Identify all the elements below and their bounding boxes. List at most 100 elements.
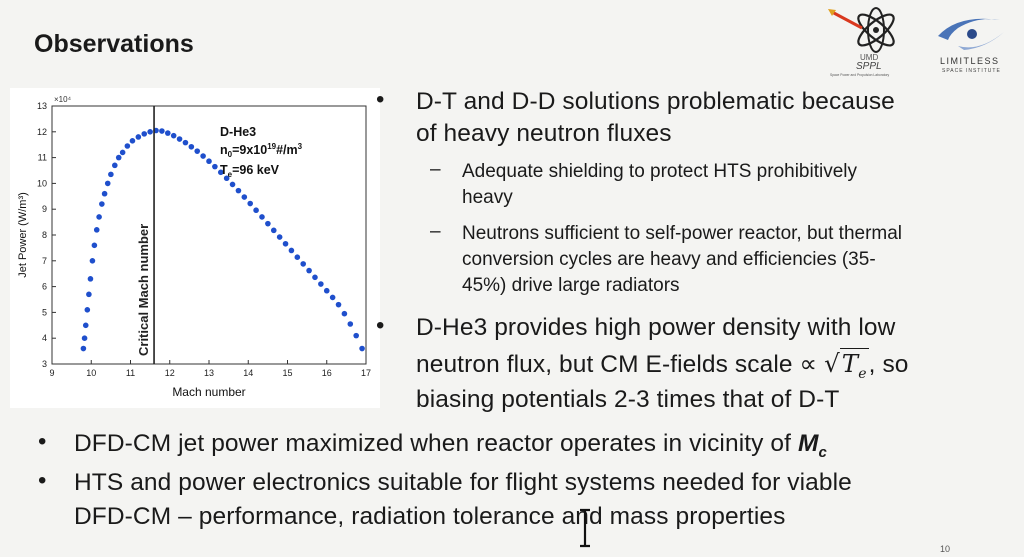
bullet-1-line1: D-T and D-D solutions problematic becaus… xyxy=(416,88,895,115)
data-point xyxy=(182,139,189,146)
y-tick-label: 10 xyxy=(37,178,47,188)
data-point xyxy=(253,207,259,214)
data-point xyxy=(241,194,248,200)
sqrt-te: √Te xyxy=(824,348,869,382)
atom-icon xyxy=(828,7,895,53)
sub-bullet-2-line2: conversion cycles are heavy and efficien… xyxy=(462,249,876,270)
data-point xyxy=(353,332,359,339)
bullet-2-line2: neutron flux, but CM E-fields scale ∝ √T… xyxy=(416,348,909,382)
data-point xyxy=(91,242,98,249)
lsi-line1: LIMITLESS xyxy=(940,56,1000,66)
x-tick-label: 16 xyxy=(322,368,332,378)
data-point xyxy=(223,175,230,182)
data-point xyxy=(212,163,218,170)
data-point xyxy=(247,200,254,207)
data-point xyxy=(87,276,94,282)
bullet-2-line1: D-He3 provides high power density with l… xyxy=(416,314,896,341)
bullet-marker: • xyxy=(38,467,47,494)
data-point xyxy=(288,247,295,254)
data-point xyxy=(347,321,354,327)
sub-bullet-marker: – xyxy=(430,159,441,180)
sppl-logo: UMD SPPL Space Power and Propulsion Labo… xyxy=(828,7,895,77)
data-point xyxy=(259,214,265,220)
y-tick-label: 7 xyxy=(42,256,47,266)
sub-bullet-2-line1: Neutrons sufficient to self-power reacto… xyxy=(462,223,903,244)
data-point xyxy=(282,240,289,247)
data-point xyxy=(81,335,88,341)
data-point xyxy=(96,214,102,220)
data-point xyxy=(294,254,301,260)
data-point xyxy=(318,281,324,287)
data-point xyxy=(194,148,201,154)
data-point xyxy=(323,287,330,294)
y-tick-label: 5 xyxy=(42,307,47,317)
x-tick-label: 14 xyxy=(243,368,253,378)
text-cursor-icon xyxy=(580,508,590,548)
data-point xyxy=(229,181,236,188)
data-point xyxy=(300,261,307,267)
data-point xyxy=(112,162,118,169)
data-point xyxy=(89,258,96,264)
bullet-1-line2: of heavy neutron fluxes xyxy=(416,120,672,147)
bullet-4-line1: HTS and power electronics suitable for f… xyxy=(74,469,852,496)
proportional-symbol: ∝ xyxy=(799,351,818,378)
sub-bullet-1-line2: heavy xyxy=(462,187,513,208)
y-tick-label: 3 xyxy=(42,359,47,369)
data-point xyxy=(119,149,126,156)
sppl-line2: SPPL xyxy=(856,61,882,72)
bullet-3: DFD-CM jet power maximized when reactor … xyxy=(74,430,827,461)
critical-mach-label: Critical Mach number xyxy=(136,224,151,356)
data-point xyxy=(276,234,283,240)
x-tick-label: 9 xyxy=(49,368,54,378)
x-tick-label: 11 xyxy=(126,368,135,378)
data-point xyxy=(359,345,365,352)
sub-bullet-2-line3: 45%) drive large radiators xyxy=(462,275,680,296)
data-point xyxy=(335,301,342,308)
data-point xyxy=(129,138,136,144)
bullet-marker: • xyxy=(376,312,385,339)
data-point xyxy=(329,294,336,301)
data-point xyxy=(200,153,206,159)
data-point xyxy=(82,322,89,329)
plot-frame xyxy=(51,105,367,365)
data-point xyxy=(104,180,111,187)
x-tick-label: 13 xyxy=(204,368,214,378)
data-point xyxy=(124,143,131,149)
x-tick-label: 10 xyxy=(86,368,96,378)
data-point xyxy=(188,143,195,150)
slide-number: 10 xyxy=(939,544,950,554)
data-point xyxy=(108,171,114,178)
y-tick-label: 8 xyxy=(42,230,47,240)
lsi-logo: LIMITLESS SPACE INSTITUTE xyxy=(938,18,1004,74)
sub-bullet-1-line1: Adequate shielding to protect HTS prohib… xyxy=(462,161,858,182)
data-point xyxy=(270,227,277,234)
data-point xyxy=(101,190,108,197)
x-tick-label: 17 xyxy=(361,368,371,378)
data-point xyxy=(341,310,348,317)
data-point xyxy=(206,158,212,165)
data-point xyxy=(80,345,87,352)
x-axis-label: Mach number xyxy=(172,385,245,399)
data-point xyxy=(115,154,122,161)
data-point xyxy=(312,274,318,281)
bullet-4-line2: DFD-CM – performance, radiation toleranc… xyxy=(74,503,786,530)
y-axis-label: Jet Power (W/m³) xyxy=(17,192,29,278)
bullet-marker: • xyxy=(376,86,385,113)
y-tick-label: 9 xyxy=(42,204,47,214)
data-point xyxy=(164,130,171,136)
lsi-line2: SPACE INSTITUTE xyxy=(942,68,1001,74)
y-tick-label: 13 xyxy=(37,101,47,111)
data-point xyxy=(86,291,92,298)
data-point xyxy=(217,169,224,176)
data-point xyxy=(84,307,91,313)
data-point xyxy=(235,187,242,194)
x-tick-label: 12 xyxy=(165,368,175,378)
y-tick-label: 4 xyxy=(42,333,47,343)
annotation-density: n0=9x1019#/m3 xyxy=(220,142,303,159)
annotation-fuel: D-He3 xyxy=(220,125,256,139)
data-point xyxy=(99,201,105,207)
y-tick-label: 12 xyxy=(37,127,47,137)
data-point xyxy=(147,129,153,135)
x-tick-label: 15 xyxy=(282,368,292,378)
data-point xyxy=(93,227,100,233)
